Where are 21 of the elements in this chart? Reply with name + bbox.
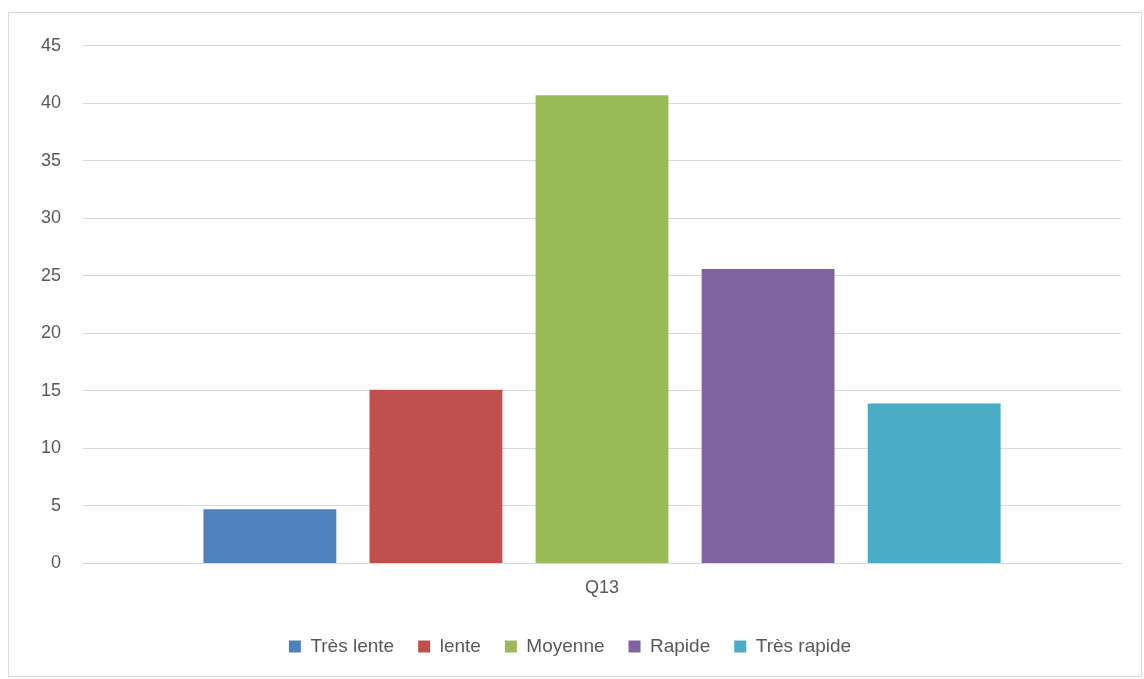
bar xyxy=(369,389,503,563)
legend-label: lente xyxy=(439,634,481,656)
y-tick-label: 25 xyxy=(40,264,62,285)
legend-label: Très rapide xyxy=(755,634,852,656)
bar xyxy=(203,509,337,563)
y-tick-label: 40 xyxy=(40,92,62,113)
bar xyxy=(701,268,835,563)
legend-label: Très lente xyxy=(310,634,395,656)
y-tick-label: 35 xyxy=(40,149,62,170)
bar xyxy=(867,403,1001,563)
y-tick-label: 45 xyxy=(40,34,62,55)
y-tick-label: 20 xyxy=(40,322,62,343)
x-tick-label: Q13 xyxy=(585,577,620,598)
y-tick-label: 5 xyxy=(51,494,62,515)
y-tick-label: 10 xyxy=(40,437,62,458)
y-tick-label: 0 xyxy=(51,552,62,573)
y-tick-label: 30 xyxy=(40,207,62,228)
bar xyxy=(535,95,669,563)
y-tick-label: 15 xyxy=(40,379,62,400)
legend-label: Rapide xyxy=(650,634,711,656)
legend-label: Moyenne xyxy=(526,634,605,656)
